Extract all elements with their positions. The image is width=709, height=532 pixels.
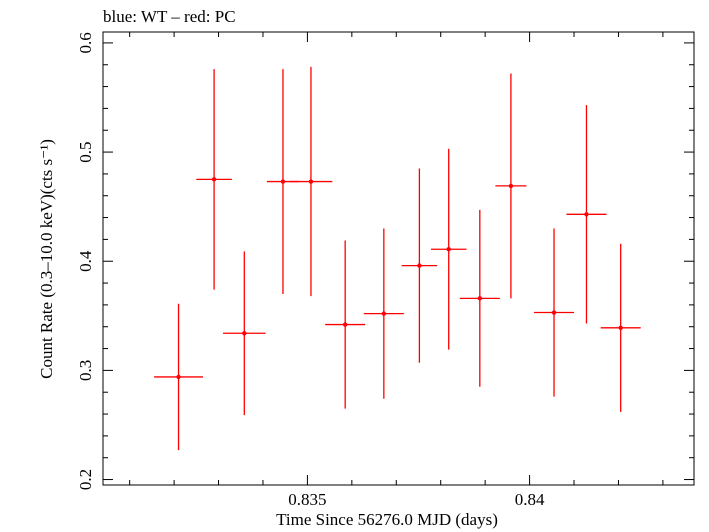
point-marker (584, 212, 589, 217)
point-marker (446, 247, 451, 252)
data-point (495, 73, 527, 299)
data-point (430, 148, 467, 350)
point-marker (618, 325, 623, 331)
y-tick-label: 0.4 (76, 250, 95, 272)
point-marker (508, 183, 514, 189)
x-tick-label: 0.835 (288, 490, 326, 509)
data-point (196, 69, 232, 290)
data-point (289, 66, 333, 297)
point-marker (242, 331, 247, 336)
y-axis-label: Count Rate (0.3–10.0 keV)(cts s⁻¹) (37, 139, 56, 379)
point-marker (211, 177, 217, 182)
point-marker (308, 179, 314, 184)
data-point (363, 228, 404, 399)
x-axis-label: Time Since 56276.0 MJD (days) (276, 510, 498, 529)
data-point (534, 228, 575, 397)
data-point (566, 105, 607, 324)
point-marker (381, 311, 387, 316)
data-point (401, 168, 438, 363)
y-tick-label: 0.6 (76, 32, 95, 53)
x-tick-label: 0.84 (515, 490, 545, 509)
y-tick-label: 0.2 (76, 469, 95, 490)
point-marker (176, 374, 181, 380)
axis-tick-labels: 0.835 0.84 0.2 0.3 0.4 0.5 0.6 (76, 32, 545, 509)
data-point (325, 240, 366, 409)
data-points (154, 66, 641, 451)
data-point (459, 209, 500, 387)
point-marker (417, 263, 422, 268)
chart-title: blue: WT – red: PC (103, 7, 236, 26)
data-point (154, 303, 203, 451)
y-tick-label: 0.3 (76, 360, 95, 381)
plot-frame (102, 31, 695, 486)
axis-ticks (103, 32, 694, 485)
point-marker (551, 310, 557, 315)
y-tick-label: 0.5 (76, 141, 95, 162)
data-point (600, 243, 641, 412)
point-marker (477, 296, 483, 301)
point-marker (280, 179, 286, 184)
data-point (222, 251, 266, 416)
point-marker (342, 322, 348, 327)
